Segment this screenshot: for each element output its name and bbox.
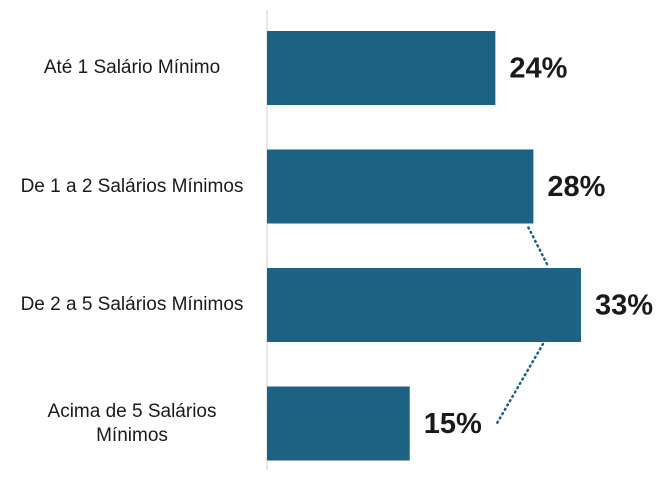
value-label: 24% bbox=[509, 53, 567, 85]
value-label: 28% bbox=[547, 171, 605, 203]
category-label: Acima de 5 Salários Mínimos bbox=[47, 400, 217, 446]
connector bbox=[527, 226, 550, 268]
value-label: 33% bbox=[595, 290, 653, 322]
category-label: De 2 a 5 Salários Mínimos bbox=[20, 294, 244, 315]
bar bbox=[267, 268, 581, 342]
bar bbox=[267, 386, 410, 461]
category-label: Até 1 Salário Mínimo bbox=[43, 57, 221, 78]
connector bbox=[494, 342, 545, 427]
value-label: 15% bbox=[424, 408, 482, 440]
bar bbox=[267, 149, 534, 224]
category-label: De 1 a 2 Salários Mínimos bbox=[20, 175, 244, 197]
bar bbox=[267, 31, 496, 105]
